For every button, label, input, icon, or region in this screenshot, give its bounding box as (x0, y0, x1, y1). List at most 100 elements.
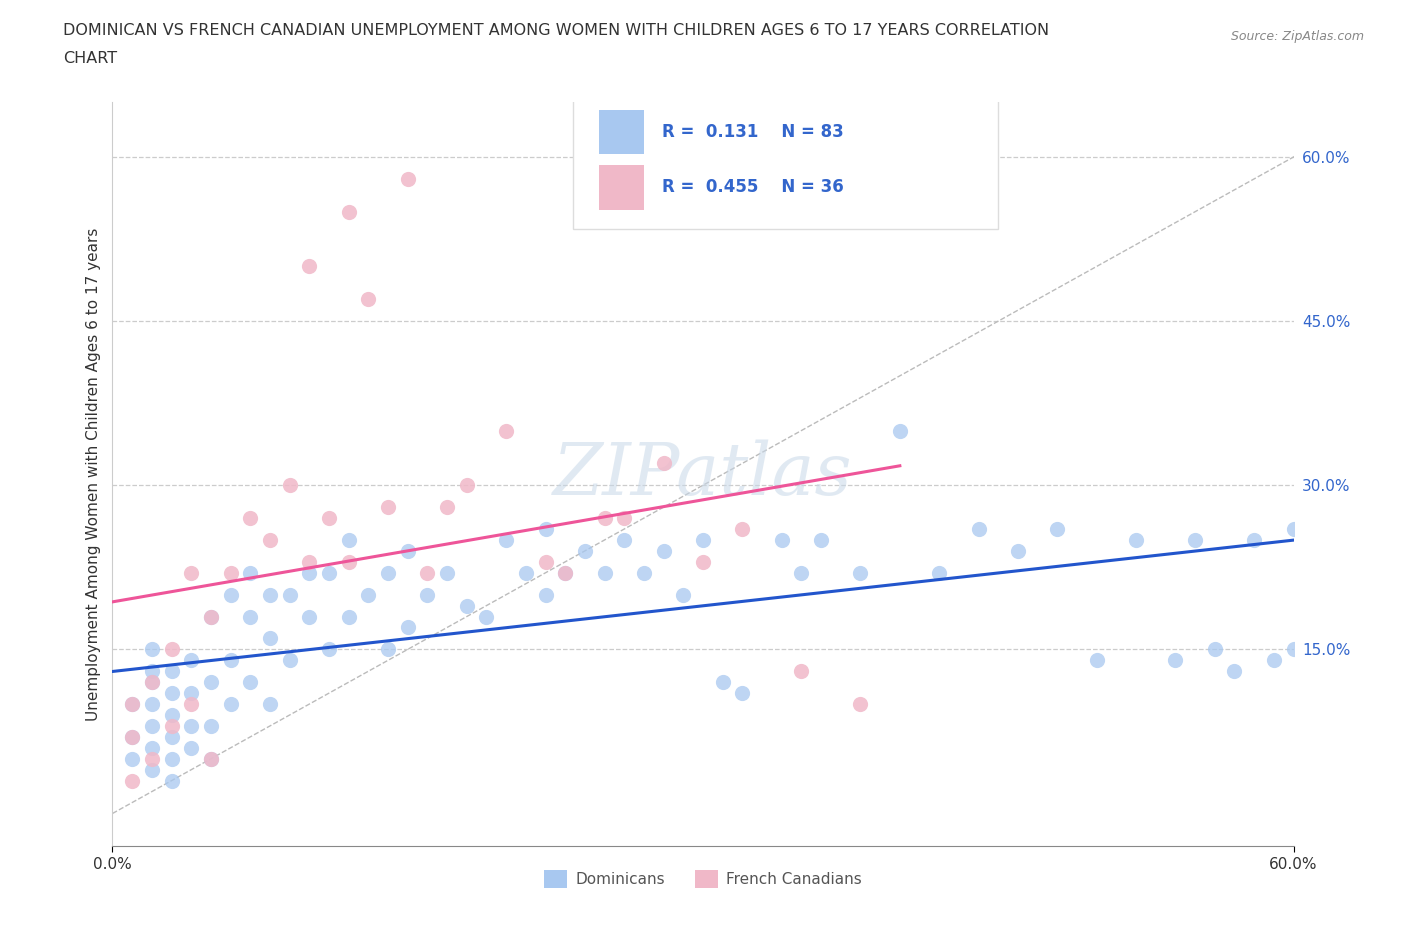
Text: DOMINICAN VS FRENCH CANADIAN UNEMPLOYMENT AMONG WOMEN WITH CHILDREN AGES 6 TO 17: DOMINICAN VS FRENCH CANADIAN UNEMPLOYMEN… (63, 23, 1049, 38)
Text: CHART: CHART (63, 51, 117, 66)
Point (141, 751, 163, 766)
Point (278, 587, 301, 602)
Point (377, 565, 399, 580)
Point (121, 697, 143, 711)
Point (790, 664, 813, 679)
Point (534, 554, 557, 569)
Point (357, 587, 380, 602)
Point (711, 675, 734, 690)
Text: ZIPatlas: ZIPatlas (553, 439, 853, 510)
Point (239, 565, 262, 580)
Point (849, 697, 872, 711)
Point (1223, 664, 1246, 679)
Point (298, 554, 321, 569)
Point (298, 609, 321, 624)
Point (731, 522, 754, 537)
Point (239, 511, 262, 525)
Point (180, 653, 202, 668)
Point (219, 653, 242, 668)
Point (928, 565, 950, 580)
Point (141, 675, 163, 690)
Point (278, 478, 301, 493)
Point (121, 697, 143, 711)
Point (652, 456, 675, 471)
Point (1007, 543, 1029, 558)
Text: R =  0.131    N = 83: R = 0.131 N = 83 (662, 123, 844, 141)
Point (475, 609, 498, 624)
Point (436, 499, 458, 514)
Point (889, 423, 911, 438)
Point (160, 642, 183, 657)
Point (416, 587, 439, 602)
Point (1164, 653, 1187, 668)
Y-axis label: Unemployment Among Women with Children Ages 6 to 17 years: Unemployment Among Women with Children A… (86, 228, 101, 721)
Point (200, 719, 222, 734)
Point (495, 533, 517, 548)
Point (613, 511, 636, 525)
Point (337, 609, 360, 624)
Point (278, 653, 301, 668)
Point (554, 565, 576, 580)
Legend: Dominicans, French Canadians: Dominicans, French Canadians (538, 864, 868, 895)
Point (160, 773, 183, 788)
Point (357, 292, 380, 307)
Point (593, 565, 616, 580)
Point (770, 533, 793, 548)
Point (396, 171, 419, 186)
Point (1204, 642, 1226, 657)
Point (534, 587, 557, 602)
Point (574, 543, 596, 558)
Point (554, 565, 576, 580)
Point (1282, 522, 1305, 537)
Point (200, 751, 222, 766)
Point (396, 620, 419, 635)
FancyBboxPatch shape (574, 99, 998, 229)
Point (337, 205, 360, 219)
FancyBboxPatch shape (599, 166, 644, 210)
Point (141, 664, 163, 679)
Point (377, 499, 399, 514)
Point (1046, 522, 1069, 537)
Point (1125, 533, 1147, 548)
Point (337, 533, 360, 548)
Point (337, 554, 360, 569)
Point (121, 729, 143, 744)
Point (456, 478, 478, 493)
Point (377, 642, 399, 657)
Point (141, 740, 163, 755)
Point (180, 565, 202, 580)
Point (593, 511, 616, 525)
Point (180, 685, 202, 700)
Point (180, 697, 202, 711)
Point (180, 740, 202, 755)
Point (141, 697, 163, 711)
Point (180, 719, 202, 734)
Point (692, 554, 714, 569)
Point (141, 675, 163, 690)
Point (436, 565, 458, 580)
Point (200, 609, 222, 624)
Point (219, 697, 242, 711)
Point (160, 719, 183, 734)
Point (200, 675, 222, 690)
Point (692, 533, 714, 548)
Point (160, 664, 183, 679)
Point (672, 587, 695, 602)
Point (967, 522, 990, 537)
Point (456, 598, 478, 613)
Point (613, 533, 636, 548)
Text: R =  0.455    N = 36: R = 0.455 N = 36 (662, 179, 844, 196)
Point (1085, 653, 1108, 668)
Point (141, 719, 163, 734)
Point (239, 609, 262, 624)
Point (1184, 533, 1206, 548)
Point (259, 533, 281, 548)
Point (534, 522, 557, 537)
Point (633, 565, 655, 580)
Point (259, 697, 281, 711)
Point (1282, 642, 1305, 657)
Point (298, 259, 321, 273)
Point (141, 642, 163, 657)
Point (259, 587, 281, 602)
Point (259, 631, 281, 645)
